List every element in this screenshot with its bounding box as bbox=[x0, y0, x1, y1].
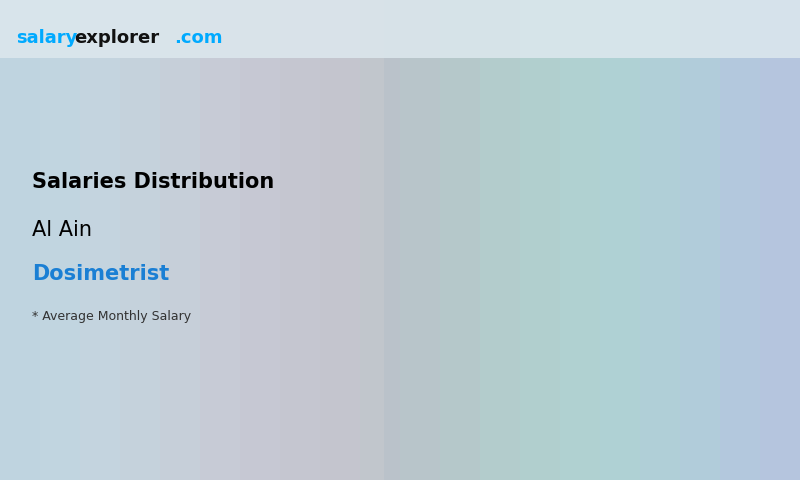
Text: 18,400 AED or less: 18,400 AED or less bbox=[388, 303, 546, 321]
Text: salary: salary bbox=[16, 29, 78, 47]
Text: 100%: 100% bbox=[420, 106, 514, 134]
Text: explorer: explorer bbox=[74, 29, 159, 47]
Circle shape bbox=[309, 58, 626, 374]
Circle shape bbox=[395, 58, 539, 202]
Circle shape bbox=[256, 58, 678, 480]
Text: Al Ain: Al Ain bbox=[32, 220, 92, 240]
Text: 30,700 AED or less: 30,700 AED or less bbox=[382, 159, 553, 177]
Text: of employees: of employees bbox=[415, 345, 519, 360]
Text: Dosimetrist: Dosimetrist bbox=[32, 264, 170, 284]
Text: 50%: 50% bbox=[434, 250, 501, 278]
Text: * Average Monthly Salary: * Average Monthly Salary bbox=[32, 310, 191, 324]
Text: Almost everyone earns: Almost everyone earns bbox=[363, 135, 571, 153]
Text: 21,200 AED or less: 21,200 AED or less bbox=[388, 240, 546, 259]
Text: of employees earn: of employees earn bbox=[390, 216, 545, 235]
Text: 25%: 25% bbox=[435, 316, 499, 342]
Text: 75%: 75% bbox=[434, 188, 501, 216]
Text: of employees earn: of employees earn bbox=[390, 279, 545, 297]
Text: Salaries Distribution: Salaries Distribution bbox=[32, 172, 274, 192]
Text: .com: .com bbox=[174, 29, 223, 47]
Circle shape bbox=[352, 58, 582, 288]
Text: 14,900: 14,900 bbox=[441, 393, 494, 408]
Text: earn less than: earn less than bbox=[413, 369, 522, 384]
